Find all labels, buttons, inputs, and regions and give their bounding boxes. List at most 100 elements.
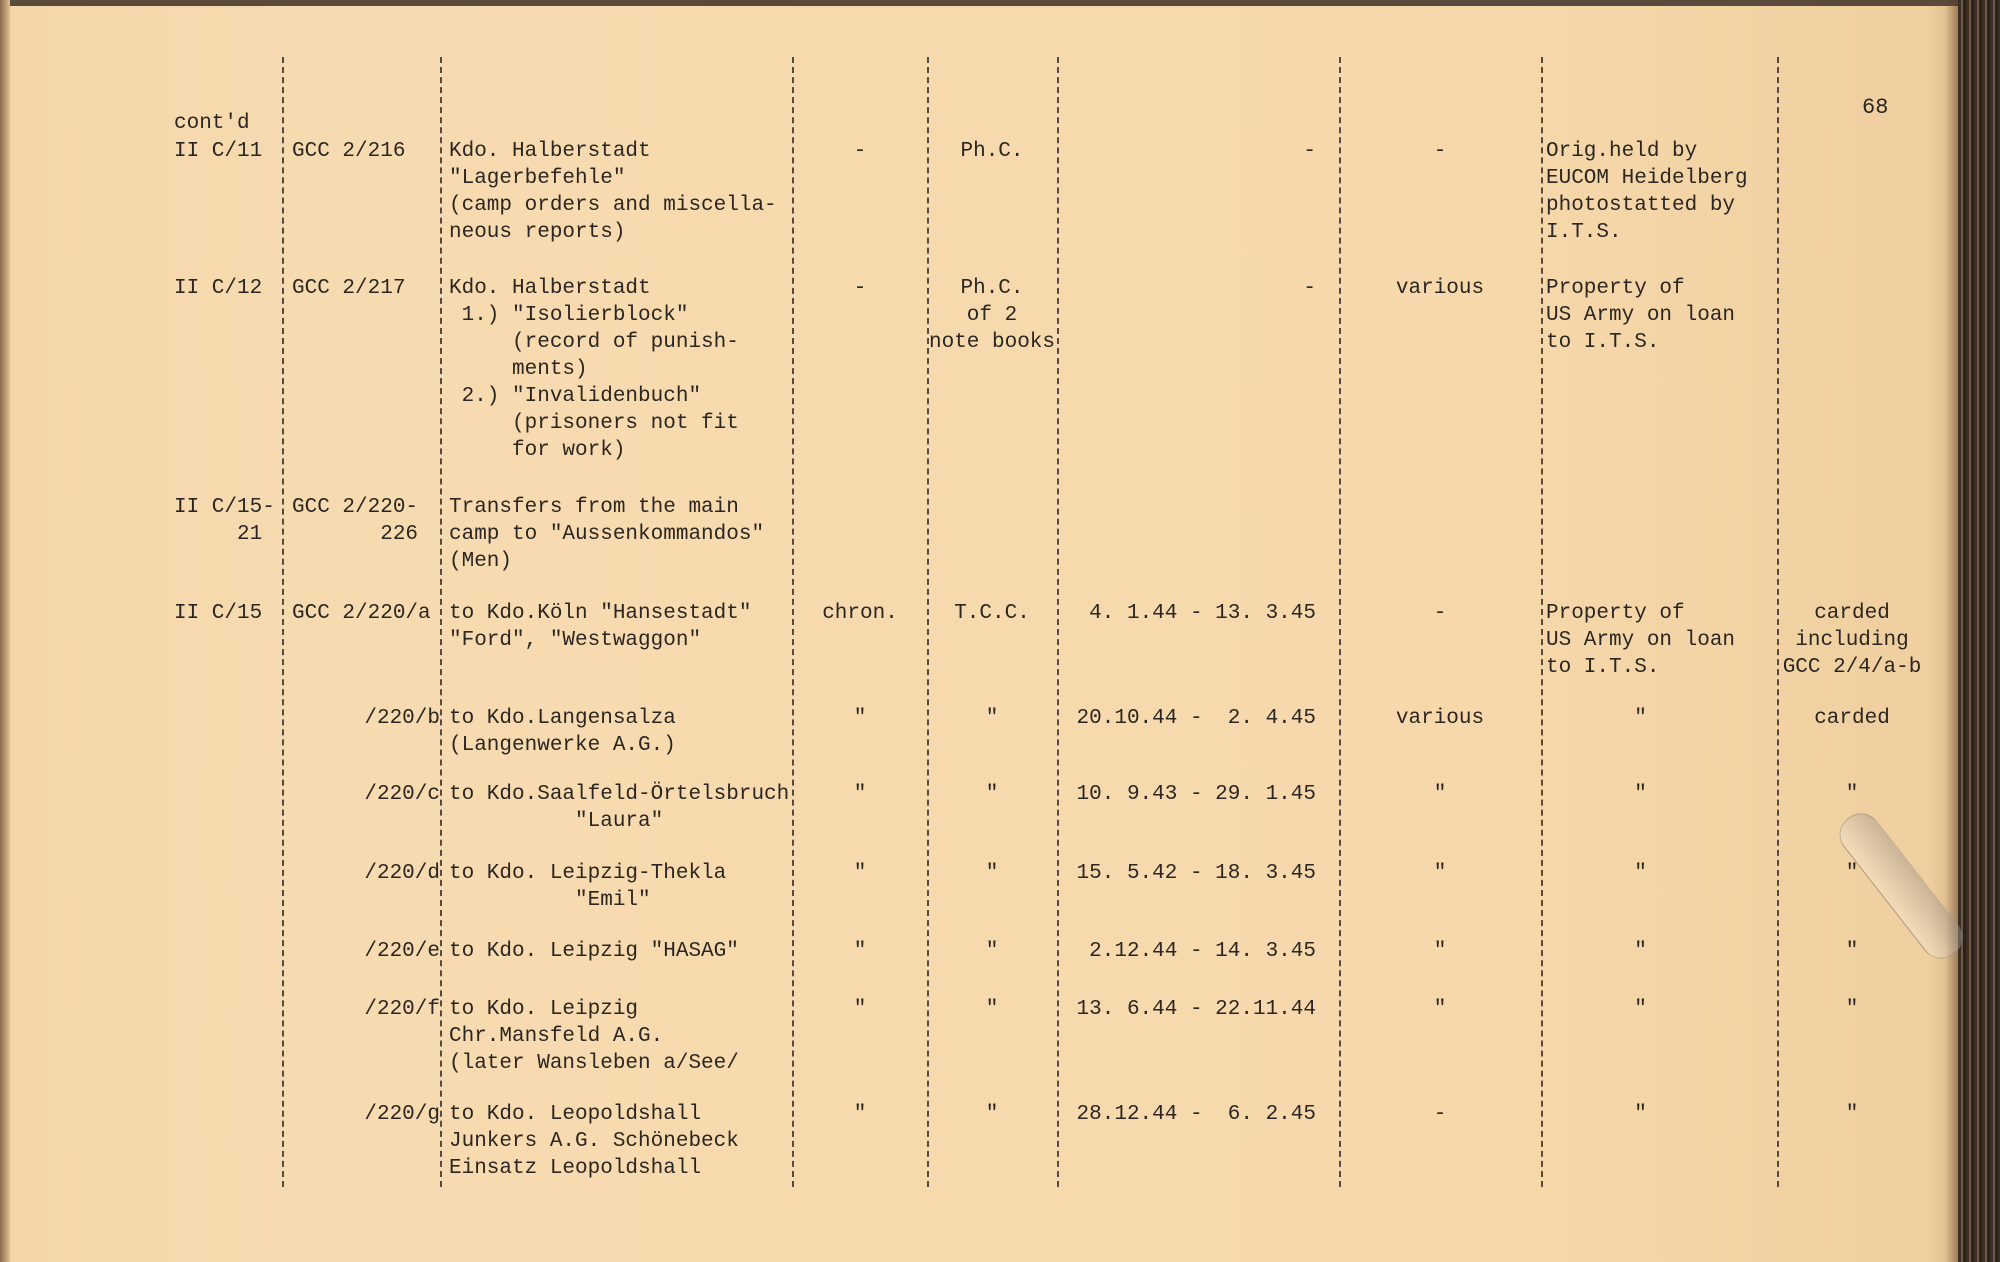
origin-note: US Army on loan bbox=[1546, 304, 1736, 327]
date-range: 13. 6.44 - 22.11.44 bbox=[1076, 998, 1316, 1021]
description-line: "Lagerbefehle" bbox=[449, 167, 626, 190]
document-type: Ph.C. bbox=[960, 277, 1024, 300]
languages: - bbox=[1433, 602, 1447, 625]
arrangement: " bbox=[853, 783, 867, 806]
description-line: (record of punish- bbox=[449, 331, 739, 354]
column-divider bbox=[440, 57, 442, 1187]
date-range: 20.10.44 - 2. 4.45 bbox=[1076, 707, 1316, 730]
languages: various bbox=[1395, 707, 1485, 730]
languages: - bbox=[1433, 1103, 1447, 1126]
description-line: (prisoners not fit bbox=[449, 412, 739, 435]
origin-note: " bbox=[1546, 998, 1647, 1021]
document-type: " bbox=[985, 707, 999, 730]
description-line: to Kdo.Saalfeld-Örtelsbruch bbox=[449, 783, 790, 806]
description-line: Einsatz Leopoldshall bbox=[449, 1157, 702, 1180]
remarks: " bbox=[1845, 940, 1859, 963]
table-row: II C/15- 21 GCC 2/220- 226 Transfers from … bbox=[0, 494, 1960, 573]
arrangement: " bbox=[853, 940, 867, 963]
origin-note: Property of bbox=[1546, 602, 1685, 625]
description-line: Kdo. Halberstadt bbox=[449, 277, 651, 300]
column-divider bbox=[1339, 57, 1341, 1187]
column-divider bbox=[927, 57, 929, 1187]
record-id: II C/15 bbox=[174, 602, 263, 625]
description-line: to Kdo.Köln "Hansestadt" bbox=[449, 602, 752, 625]
record-id: II C/12 bbox=[174, 277, 263, 300]
gcc-reference: GCC 2/220/a bbox=[292, 602, 431, 625]
binding-shadow bbox=[1945, 0, 1959, 1262]
languages: " bbox=[1433, 998, 1447, 1021]
description-line: Transfers from the main bbox=[449, 496, 739, 519]
table-row: /220/b to Kdo.Langensalza (Langenwerke A.G… bbox=[0, 705, 1960, 757]
remarks: carded bbox=[1814, 707, 1890, 730]
page-top-edge bbox=[0, 0, 2000, 6]
languages: " bbox=[1433, 862, 1447, 885]
date-range: 2.12.44 - 14. 3.45 bbox=[1089, 940, 1316, 963]
languages: " bbox=[1433, 940, 1447, 963]
column-divider bbox=[1541, 57, 1543, 1187]
table-row: /220/e to Kdo. Leipzig "HASAG" " " 2.12.44 -… bbox=[0, 938, 1960, 963]
page-left-edge bbox=[0, 0, 10, 1262]
table-row: II C/12 GCC 2/217 Kdo. Halberstadt 1.) "Is… bbox=[0, 275, 1960, 462]
arrangement: " bbox=[853, 707, 867, 730]
description-line: 1.) "Isolierblock" bbox=[449, 304, 689, 327]
arrangement: - bbox=[853, 277, 867, 300]
table-row: /220/g to Kdo. Leopoldshall Junkers A.G. S… bbox=[0, 1101, 1960, 1180]
origin-note: " bbox=[1546, 1103, 1647, 1126]
date-range: - bbox=[1303, 277, 1316, 300]
arrangement: " bbox=[853, 998, 867, 1021]
description-line: to Kdo. Leipzig bbox=[449, 998, 639, 1021]
remarks: including bbox=[1795, 629, 1909, 652]
description-line: Chr.Mansfeld A.G. bbox=[449, 1025, 664, 1048]
origin-note: " bbox=[1546, 707, 1647, 730]
description-line: 2.) "Invalidenbuch" bbox=[449, 385, 702, 408]
description-line: "Ford", "Westwaggon" bbox=[449, 629, 702, 652]
date-range: 4. 1.44 - 13. 3.45 bbox=[1089, 602, 1316, 625]
document-type: " bbox=[985, 783, 999, 806]
document-type: " bbox=[985, 1103, 999, 1126]
remarks: " bbox=[1845, 998, 1859, 1021]
description-line: (Men) bbox=[449, 550, 513, 573]
table-row: /220/c to Kdo.Saalfeld-Örtelsbruch "Laura… bbox=[0, 781, 1960, 833]
origin-note: Orig.held by bbox=[1546, 140, 1698, 163]
remarks: " bbox=[1845, 862, 1859, 885]
gcc-reference: /220/c bbox=[364, 783, 440, 806]
record-id: II C/11 bbox=[174, 140, 263, 163]
description-line: (later Wansleben a/See/ bbox=[449, 1052, 739, 1075]
origin-note: " bbox=[1546, 940, 1647, 963]
column-divider bbox=[282, 57, 284, 1187]
document-type: " bbox=[985, 998, 999, 1021]
table-row: II C/15 GCC 2/220/a to Kdo.Köln "Hansestad… bbox=[0, 600, 1960, 679]
languages: various bbox=[1395, 277, 1485, 300]
page-number: 68 bbox=[1862, 95, 1889, 120]
document-type: note books bbox=[928, 331, 1056, 354]
description-line: (Langenwerke A.G.) bbox=[449, 734, 676, 757]
description-line: camp to "Aussenkommandos" bbox=[449, 523, 765, 546]
document-type: Ph.C. bbox=[960, 140, 1024, 163]
origin-note: to I.T.S. bbox=[1546, 656, 1660, 679]
remarks: " bbox=[1845, 1103, 1859, 1126]
origin-note: Property of bbox=[1546, 277, 1685, 300]
description-line: for work) bbox=[449, 439, 626, 462]
column-divider bbox=[1057, 57, 1059, 1187]
description-line: neous reports) bbox=[449, 221, 626, 244]
document-type: " bbox=[985, 940, 999, 963]
arrangement: chron. bbox=[822, 602, 898, 625]
remarks: GCC 2/4/a-b bbox=[1782, 656, 1922, 679]
arrangement: - bbox=[853, 140, 867, 163]
origin-note: EUCOM Heidelberg bbox=[1546, 167, 1748, 190]
origin-note: to I.T.S. bbox=[1546, 331, 1660, 354]
description-line: to Kdo. Leipzig-Thekla bbox=[449, 862, 727, 885]
description-line: to Kdo. Leipzig "HASAG" bbox=[449, 940, 739, 963]
arrangement: " bbox=[853, 862, 867, 885]
description-line: "Laura" bbox=[449, 810, 664, 833]
date-range: 28.12.44 - 6. 2.45 bbox=[1076, 1103, 1316, 1126]
description-line: Kdo. Halberstadt bbox=[449, 140, 651, 163]
arrangement: " bbox=[853, 1103, 867, 1126]
origin-note: photostatted by bbox=[1546, 194, 1736, 217]
remarks: " bbox=[1845, 783, 1859, 806]
origin-note: I.T.S. bbox=[1546, 221, 1622, 244]
description-line: ments) bbox=[449, 358, 588, 381]
continued-label: cont'd bbox=[174, 112, 250, 135]
date-range: 10. 9.43 - 29. 1.45 bbox=[1076, 783, 1316, 806]
book-binding bbox=[1958, 0, 2000, 1262]
